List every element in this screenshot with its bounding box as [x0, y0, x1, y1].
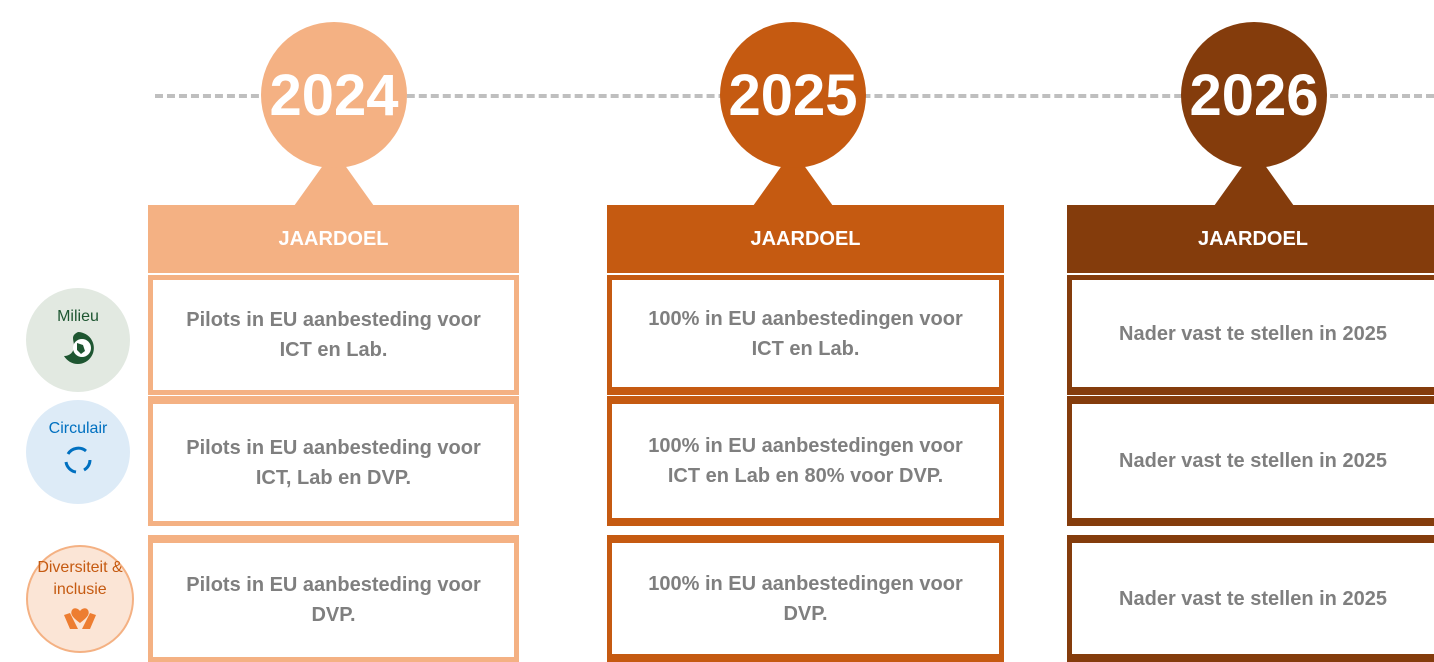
- year-circle: 2026: [1181, 22, 1327, 168]
- category-label: Milieu: [57, 307, 99, 325]
- goal-cell: Pilots in EU aanbesteding voor ICT en La…: [148, 275, 519, 395]
- goal-cell: Nader vast te stellen in 2025: [1067, 396, 1434, 526]
- year-circle: 2025: [720, 22, 866, 168]
- category-badge: Milieu: [26, 288, 130, 392]
- category-icon: [58, 440, 98, 487]
- year-circle: 2024: [261, 22, 407, 168]
- category-badge: Diversiteit & inclusie: [26, 545, 134, 653]
- goal-cell: 100% in EU aanbestedingen voor ICT en La…: [607, 275, 1004, 395]
- goal-cell: Nader vast te stellen in 2025: [1067, 535, 1434, 662]
- category-label: Circulair: [48, 419, 108, 437]
- goal-cell: Pilots in EU aanbesteding voor ICT, Lab …: [148, 396, 519, 526]
- column-header: JAARDOEL: [1067, 205, 1434, 273]
- goal-cell: 100% in EU aanbestedingen voor ICT en La…: [607, 396, 1004, 526]
- goal-cell: Pilots in EU aanbesteding voor DVP.: [148, 535, 519, 662]
- goal-cell: Nader vast te stellen in 2025: [1067, 275, 1434, 395]
- column-header: JAARDOEL: [607, 205, 1004, 273]
- column-header: JAARDOEL: [148, 205, 519, 273]
- category-label: Diversiteit & inclusie: [37, 558, 123, 598]
- category-icon: [60, 601, 100, 642]
- category-badge: Circulair: [26, 400, 130, 504]
- goal-cell: 100% in EU aanbestedingen voor DVP.: [607, 535, 1004, 662]
- category-icon: [58, 328, 98, 375]
